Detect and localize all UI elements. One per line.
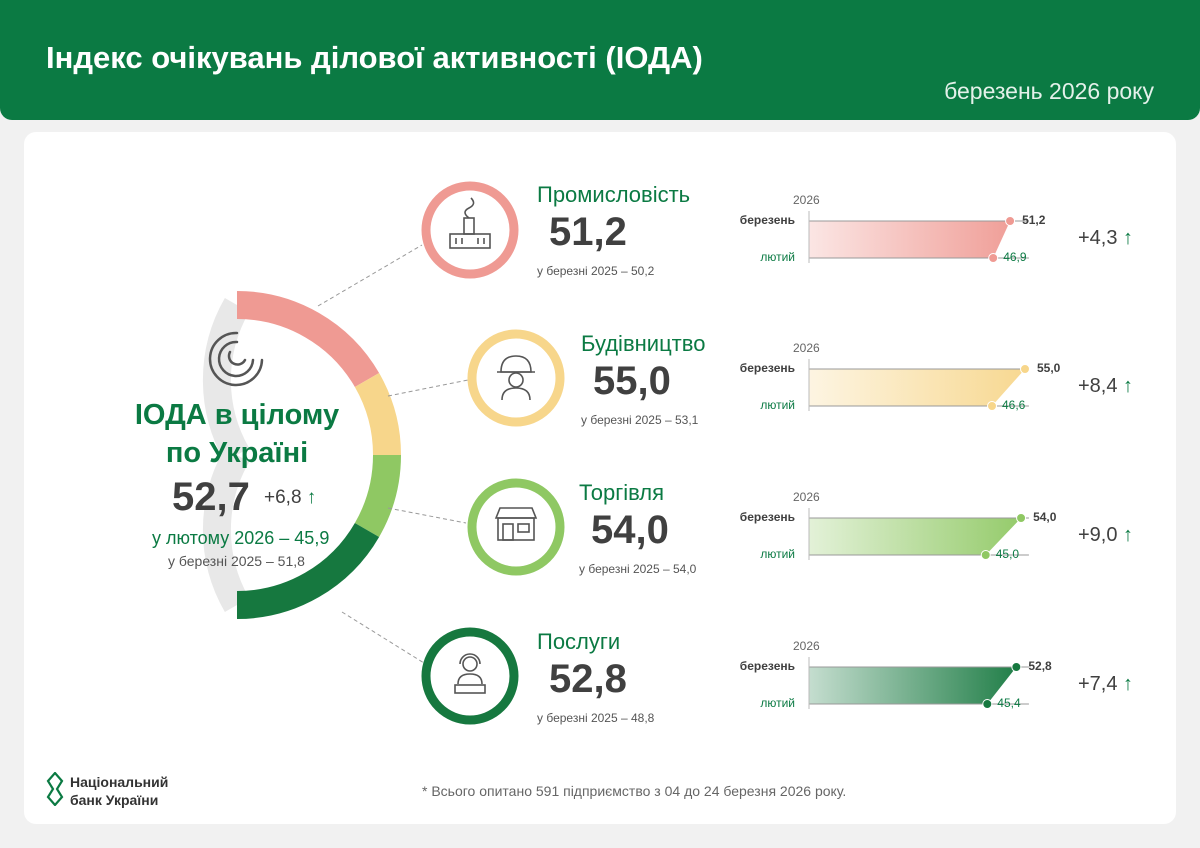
overall-title-line1: ІОДА в цілому	[134, 399, 340, 431]
chart-point-february-construction	[987, 401, 998, 411]
chart-label-march-industry: березень	[739, 213, 795, 227]
ring-segment-grey	[202, 448, 250, 612]
up-arrow-icon: ↑	[1123, 673, 1134, 695]
sector-prev-trade: у березні 2025 – 54,0	[579, 562, 697, 576]
chart-label-march-services: березень	[739, 659, 795, 673]
sector-circle-industry	[421, 181, 519, 279]
chart-year-construction: 2026	[793, 341, 820, 355]
connector-trade	[387, 507, 467, 524]
delta-trade: +9,0 ↑	[1078, 524, 1133, 547]
chart-label-march-trade: березень	[739, 510, 795, 524]
chart-label-february-industry: лютий	[760, 250, 795, 264]
chart-point-february-trade	[980, 550, 991, 560]
header: Індекс очікувань ділової активності (ІОД…	[0, 0, 1200, 120]
ring-segment-services	[236, 522, 380, 620]
overall-value: 52,7	[172, 475, 250, 519]
logo-line2: банк України	[70, 792, 159, 808]
report-date: березень 2026 року	[944, 78, 1154, 104]
chart-value-march-services: 52,8	[1028, 659, 1052, 673]
shop-icon	[494, 507, 538, 541]
delta-services: +7,4 ↑	[1078, 673, 1133, 696]
sector-charts	[808, 211, 1030, 709]
ring-segment-grey-top	[202, 298, 250, 462]
connector-construction	[387, 379, 469, 397]
chart-point-march-trade	[1016, 513, 1027, 523]
delta-value-construction: +8,4	[1078, 375, 1118, 397]
sector-value-industry: 51,2	[549, 210, 627, 254]
delta-value-industry: +4,3	[1078, 227, 1118, 249]
chart-value-february-trade: 45,0	[995, 547, 1020, 561]
overall-delta: +6,8 ↑	[264, 487, 316, 509]
ring-segment-trade	[354, 454, 402, 537]
sector-prev-services: у березні 2025 – 48,8	[537, 711, 655, 725]
chart-label-february-construction: лютий	[760, 398, 795, 412]
chart-value-march-industry: 51,2	[1022, 213, 1046, 227]
sector-prev-industry: у березні 2025 – 50,2	[537, 264, 655, 278]
chart-point-february-services	[982, 699, 993, 709]
chart-point-march-industry	[1005, 216, 1016, 226]
up-arrow-icon: ↑	[306, 487, 317, 508]
overall-feb: у лютому 2026 – 45,9	[152, 528, 330, 548]
ring-segment-industry	[236, 290, 380, 388]
connector-lines	[317, 244, 469, 664]
overall-delta-value: +6,8	[264, 487, 302, 508]
nbu-logo-text: Національний банк України	[70, 773, 168, 809]
sector-circle-services	[421, 627, 519, 725]
chart-value-february-industry: 46,9	[1003, 250, 1027, 264]
sector-value-trade: 54,0	[591, 508, 669, 552]
operator-icon	[454, 653, 486, 694]
sector-prev-construction: у березні 2025 – 53,1	[581, 413, 699, 427]
ring-segment-construction	[354, 373, 402, 456]
up-arrow-icon: ↑	[1123, 524, 1134, 546]
logo-line1: Національний	[70, 774, 169, 790]
sector-name-construction: Будівництво	[581, 331, 706, 356]
overall-title-line2: по Україні	[165, 437, 309, 469]
chart-year-services: 2026	[793, 639, 820, 653]
chart-area-industry	[809, 221, 1011, 258]
chart-area-construction	[809, 369, 1025, 406]
ioda-logo-icon	[208, 331, 264, 387]
sector-value-services: 52,8	[549, 657, 627, 701]
chart-area-trade	[809, 518, 1022, 555]
sector-name-trade: Торгівля	[579, 480, 665, 505]
overall-ring	[202, 290, 402, 620]
nbu-logo-icon	[46, 772, 64, 806]
delta-industry: +4,3 ↑	[1078, 227, 1133, 250]
delta-value-trade: +9,0	[1078, 524, 1118, 546]
sector-circle-construction	[467, 329, 565, 427]
chart-area-services	[809, 667, 1017, 704]
delta-value-services: +7,4	[1078, 673, 1118, 695]
chart-year-industry: 2026	[793, 193, 820, 207]
connector-services	[341, 611, 425, 664]
chart-value-march-construction: 55,0	[1037, 361, 1061, 375]
factory-icon	[449, 197, 491, 249]
sector-circle-trade	[467, 478, 565, 576]
chart-value-february-construction: 46,6	[1002, 398, 1026, 412]
chart-label-february-trade: лютий	[760, 547, 795, 561]
connector-industry	[317, 244, 423, 307]
up-arrow-icon: ↑	[1123, 375, 1134, 397]
overall-title: ІОДА в цілому по Україні	[107, 396, 367, 472]
footnote: * Всього опитано 591 підприємство з 04 д…	[422, 783, 847, 799]
delta-construction: +8,4 ↑	[1078, 375, 1133, 398]
sector-value-construction: 55,0	[593, 359, 671, 403]
chart-point-march-construction	[1020, 364, 1030, 374]
chart-point-march-services	[1011, 662, 1022, 672]
chart-label-march-construction: березень	[739, 361, 795, 375]
chart-label-february-services: лютий	[760, 696, 795, 710]
page-title: Індекс очікувань ділової активності (ІОД…	[46, 40, 703, 75]
overall-prev-year: у березні 2025 – 51,8	[168, 553, 305, 569]
chart-point-february-industry	[988, 253, 999, 263]
sector-name-services: Послуги	[537, 629, 621, 654]
up-arrow-icon: ↑	[1123, 227, 1134, 249]
chart-value-march-trade: 54,0	[1033, 510, 1057, 524]
builder-icon	[497, 355, 535, 401]
chart-year-trade: 2026	[793, 490, 820, 504]
chart-value-february-services: 45,4	[997, 696, 1021, 710]
sector-name-industry: Промисловість	[537, 182, 691, 207]
